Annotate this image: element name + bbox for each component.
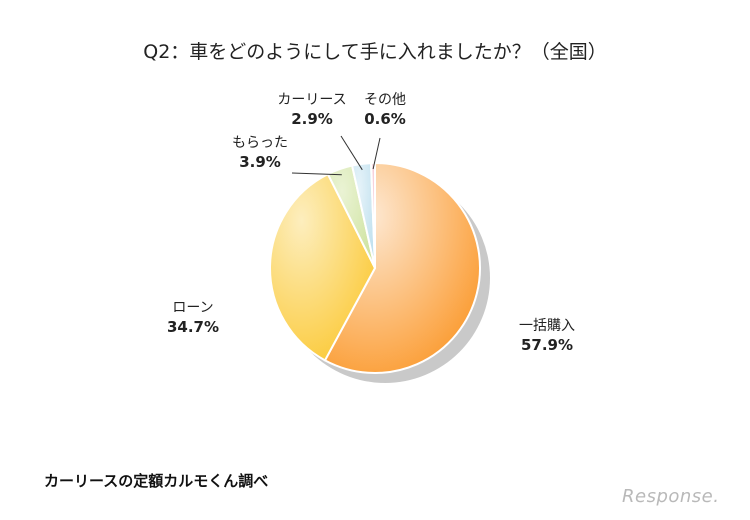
slice-label-other: その他 <box>364 92 406 108</box>
slice-label-loan: ローン <box>172 300 213 316</box>
leader-line-car-lease <box>340 135 363 171</box>
slice-value-other: 0.6% <box>364 110 406 128</box>
leader-line-gift <box>291 172 342 176</box>
source-note: カーリースの定額カルモくん調べ <box>44 472 269 490</box>
slice-value-lump-sum: 57.9% <box>521 336 573 354</box>
pie-labels: 一括購入 57.9% ローン 34.7% もらった 3.9% カーリース 2.9% その他 0.6… <box>167 92 575 354</box>
chart-title: Q2：車をどのようにして手に入れましたか？（全国） <box>143 41 606 63</box>
slice-label-car-lease: カーリース <box>277 92 346 108</box>
pie-slice-other <box>370 161 376 269</box>
slice-value-car-lease: 2.9% <box>291 110 333 128</box>
leader-line-other <box>372 137 381 170</box>
slice-value-gift: 3.9% <box>239 153 281 171</box>
response-watermark-logo: Response. <box>622 486 720 507</box>
pie-slice-loan <box>269 172 377 362</box>
slice-label-gift: もらった <box>232 135 288 151</box>
slice-value-loan: 34.7% <box>167 318 219 336</box>
slice-label-lump-sum: 一括購入 <box>519 318 575 334</box>
pie-slice-lump-sum <box>323 161 481 374</box>
pie-slices <box>269 161 481 374</box>
